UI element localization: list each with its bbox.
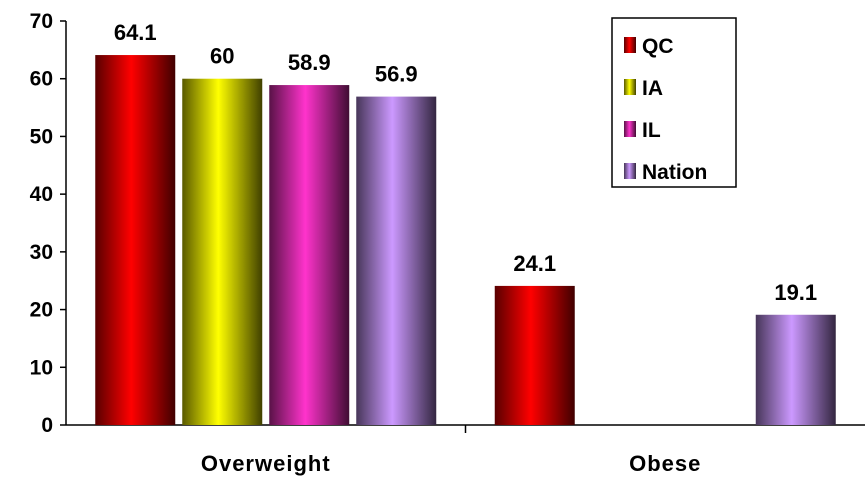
legend: QC IA IL Nation	[611, 17, 737, 188]
axes: 0 10 20 30 40 50 60 70 Overweight Obese	[30, 10, 865, 476]
data-label-il-overweight: 58.9	[288, 50, 331, 75]
legend-label-ia: IA	[642, 77, 663, 100]
legend-swatch-ia	[624, 79, 636, 95]
data-label-nation-obese: 19.1	[774, 280, 817, 305]
legend-label-qc: QC	[642, 35, 674, 58]
y-tick-label: 10	[30, 356, 53, 379]
y-tick-label: 20	[30, 299, 53, 322]
legend-label-nation: Nation	[642, 161, 707, 184]
x-category-label: Overweight	[201, 451, 331, 476]
bar-il-overweight	[269, 85, 350, 425]
data-label-qc-obese: 24.1	[513, 251, 556, 276]
y-tick-label: 70	[30, 10, 53, 33]
bar-qc-overweight	[95, 55, 176, 426]
data-label-ia-overweight: 60	[210, 44, 234, 69]
data-label-nation-overweight: 56.9	[375, 62, 418, 87]
bars	[95, 55, 836, 426]
legend-swatch-nation	[624, 163, 636, 179]
legend-swatch-il	[624, 121, 636, 137]
y-tick-label: 40	[30, 183, 53, 206]
y-tick-label: 0	[41, 414, 53, 437]
legend-swatch-qc	[624, 37, 636, 53]
legend-label-il: IL	[642, 119, 661, 142]
y-tick-label: 30	[30, 241, 53, 264]
y-tick-label: 50	[30, 125, 53, 148]
bar-ia-overweight	[182, 78, 263, 425]
y-tick-label: 60	[30, 68, 53, 91]
x-category-label: Obese	[629, 451, 701, 476]
data-label-qc-overweight: 64.1	[114, 20, 157, 45]
bar-qc-obese	[494, 285, 575, 425]
bar-nation-obese	[755, 314, 836, 425]
bar-nation-overweight	[356, 96, 437, 425]
data-labels: 64.1 60 58.9 56.9 24.1 19.1	[114, 20, 817, 305]
